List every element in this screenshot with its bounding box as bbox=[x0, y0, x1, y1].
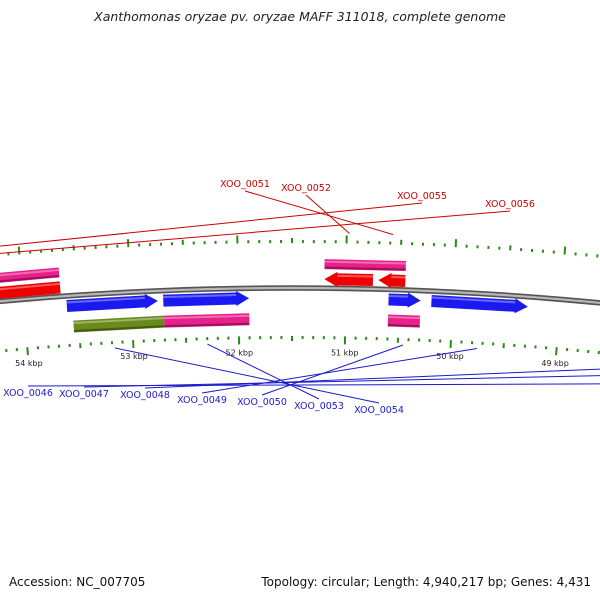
gene-xoo_0053[interactable] bbox=[163, 290, 250, 307]
leader-line-xoo_0052 bbox=[305, 194, 350, 234]
tick-mark-outer bbox=[563, 246, 567, 255]
cds-block-1-shade bbox=[324, 266, 406, 271]
gene-xoo_0049-sheen bbox=[431, 296, 516, 304]
gene-label-xoo_0052: XOO_0052 bbox=[281, 183, 331, 194]
leader-line-xoo_0049 bbox=[201, 348, 478, 394]
gene-label-xoo_0051: XOO_0051 bbox=[220, 179, 270, 190]
gene-xoo_0050-body bbox=[388, 292, 421, 308]
accession-label: Accession: NC_007705 bbox=[9, 575, 146, 589]
gene-xoo_0054[interactable] bbox=[66, 293, 158, 312]
gene-xoo_0052-sheen bbox=[337, 274, 374, 278]
gene-xoo_0050-sheen bbox=[388, 294, 409, 298]
cds-block-4[interactable] bbox=[387, 314, 421, 328]
gene-xoo_0051[interactable] bbox=[378, 273, 406, 289]
genome-stats-label: Topology: circular; Length: 4,940,217 bp… bbox=[261, 575, 591, 589]
gene-label-xoo_0047: XOO_0047 bbox=[59, 389, 109, 400]
gene-xoo_0055[interactable] bbox=[0, 281, 61, 303]
cds-block-1[interactable] bbox=[324, 259, 407, 272]
leader-line-xoo_0055 bbox=[0, 202, 423, 247]
cds-block-5-sheen bbox=[163, 314, 250, 320]
scale-label-49-kbp: 49 kbp bbox=[541, 359, 569, 368]
gene-xoo_0053-body bbox=[163, 290, 250, 307]
leader-line-xoo_0053 bbox=[207, 343, 320, 400]
cds-block-6-sheen bbox=[73, 317, 165, 325]
cds-block-4-sheen bbox=[387, 315, 421, 320]
gene-xoo_0054-body bbox=[66, 293, 158, 312]
cds-block-1-sheen bbox=[324, 260, 406, 265]
labels-layer: XOO_0046 XOO_0047 XOO_0048 XOO_0049 XOO_0050… bbox=[0, 179, 600, 416]
scale-label-52-kbp: 52 kbp bbox=[226, 348, 254, 357]
gene-label-xoo_0056: XOO_0056 bbox=[485, 199, 535, 210]
cds-block-6-shade bbox=[73, 325, 165, 333]
leader-line-xoo_0046 bbox=[27, 383, 600, 387]
gene-xoo_0055-sheen bbox=[0, 282, 60, 291]
leader-line-xoo_0056 bbox=[0, 210, 511, 254]
leader-line-xoo_0054 bbox=[114, 347, 380, 404]
page-title: Xanthomonas oryzae pv. oryzae MAFF 31101… bbox=[94, 9, 506, 24]
gene-xoo_0053-sheen bbox=[163, 293, 237, 299]
cds-block-6[interactable] bbox=[73, 315, 165, 333]
cds-block-1-body bbox=[324, 259, 407, 272]
tick-mark-outer bbox=[17, 246, 21, 255]
tick-mark-inner bbox=[555, 347, 558, 356]
cds-block-5[interactable] bbox=[163, 313, 250, 328]
gene-label-xoo_0054: XOO_0054 bbox=[354, 405, 404, 416]
scale-label-54-kbp: 54 kbp bbox=[15, 359, 43, 368]
gene-xoo_0051-body bbox=[378, 273, 406, 289]
scale-label-53-kbp: 53 kbp bbox=[120, 352, 148, 361]
backbone-highlight bbox=[0, 286, 600, 305]
gene-xoo_0052[interactable] bbox=[324, 271, 374, 287]
gene-label-xoo_0049: XOO_0049 bbox=[177, 395, 227, 406]
leader-line-xoo_0051 bbox=[244, 190, 394, 236]
gene-xoo_0054-sheen bbox=[66, 296, 145, 304]
leader-line-xoo_0048 bbox=[144, 368, 600, 389]
backbone-layer bbox=[0, 285, 600, 306]
cds-block-2-body bbox=[0, 267, 60, 283]
tick-mark-inner bbox=[26, 347, 29, 356]
gene-label-xoo_0055: XOO_0055 bbox=[397, 191, 447, 202]
features-layer bbox=[0, 259, 528, 333]
cds-block-5-body bbox=[163, 313, 250, 328]
gene-xoo_0049-body bbox=[431, 295, 528, 314]
gene-label-xoo_0050: XOO_0050 bbox=[237, 397, 287, 408]
gene-xoo_0055-body bbox=[0, 281, 61, 299]
gene-xoo_0049[interactable] bbox=[431, 295, 528, 314]
cds-block-6-body bbox=[73, 315, 165, 333]
cds-block-5-shade bbox=[164, 322, 250, 328]
scale-label-50-kbp: 50 kbp bbox=[436, 352, 464, 361]
gene-xoo_0050[interactable] bbox=[388, 292, 421, 308]
scale-label-51-kbp: 51 kbp bbox=[331, 348, 359, 357]
cds-block-4-shade bbox=[387, 323, 420, 328]
leader-line-xoo_0047 bbox=[83, 375, 600, 388]
cds-block-2-sheen bbox=[0, 268, 59, 277]
gene-label-xoo_0048: XOO_0048 bbox=[120, 390, 170, 401]
leader-line-xoo_0050 bbox=[261, 344, 404, 396]
cds-block-4-body bbox=[387, 314, 421, 328]
cds-block-2[interactable] bbox=[0, 267, 60, 287]
gene-label-xoo_0046: XOO_0046 bbox=[3, 388, 53, 399]
gene-xoo_0052-body bbox=[324, 271, 374, 287]
cds-block-2-shade bbox=[0, 274, 60, 283]
gene-label-xoo_0053: XOO_0053 bbox=[294, 401, 344, 412]
